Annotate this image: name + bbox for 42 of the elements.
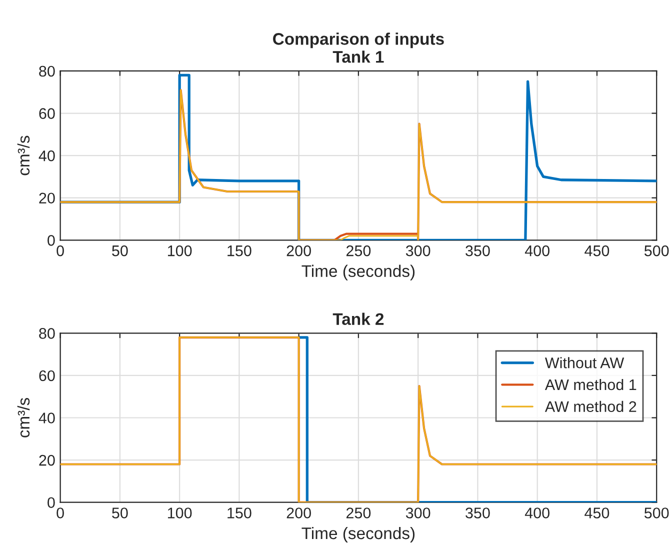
x-tick-label: 200 (286, 245, 311, 256)
x-tick-label: 100 (168, 508, 192, 518)
x-axis-title: Time (seconds) (302, 526, 415, 543)
x-tick-label: 300 (406, 508, 430, 518)
x-axis-title: Time (seconds) (302, 264, 415, 280)
y-tick-label: 60 (39, 108, 55, 119)
chart-title: Tank 2 (332, 312, 384, 325)
x-tick-label: 50 (112, 245, 128, 256)
x-tick-label: 350 (466, 508, 490, 518)
y-tick-label: 0 (48, 497, 55, 508)
x-tick-label: 300 (406, 245, 430, 256)
x-tick-label: 500 (644, 508, 669, 518)
y-tick-label: 40 (38, 412, 55, 424)
legend-label: AW method 2 (544, 400, 636, 412)
y-tick-label: 80 (39, 328, 55, 339)
x-tick-label: 0 (56, 508, 64, 518)
x-tick-label: 450 (584, 245, 610, 256)
y-axis-title: cm³/s (17, 398, 30, 438)
y-tick-label: 20 (39, 192, 55, 204)
x-tick-label: 250 (346, 245, 371, 256)
x-tick-label: 450 (584, 508, 610, 518)
y-axis-title: cm³/s (17, 136, 30, 176)
x-tick-label: 400 (524, 245, 550, 256)
x-tick-label: 350 (466, 245, 490, 256)
x-tick-label: 100 (168, 245, 192, 256)
chart-title: Comparison of inputs (273, 32, 444, 48)
y-tick-label: 0 (48, 235, 55, 246)
legend-label: AW method 1 (544, 378, 636, 390)
x-tick-label: 50 (112, 508, 128, 518)
x-tick-label: 150 (228, 508, 252, 518)
y-tick-label: 40 (38, 150, 55, 162)
y-tick-label: 80 (39, 66, 55, 77)
x-tick-label: 150 (228, 245, 252, 256)
y-tick-label: 20 (39, 454, 55, 466)
x-tick-label: 400 (524, 508, 550, 518)
x-tick-label: 200 (286, 508, 311, 518)
x-tick-label: 500 (644, 245, 669, 256)
y-tick-label: 60 (39, 370, 55, 382)
x-tick-label: 250 (346, 508, 371, 518)
legend-label: Without AW (544, 357, 624, 368)
x-tick-label: 0 (56, 245, 64, 256)
chart-subtitle: Tank 1 (332, 50, 384, 63)
